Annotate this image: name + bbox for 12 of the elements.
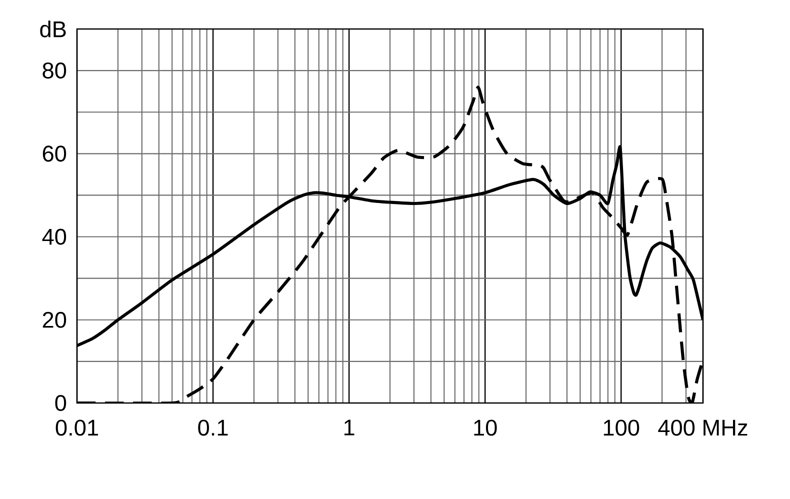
y-tick-label: 40 — [42, 228, 66, 245]
y-tick-label: 60 — [42, 146, 66, 162]
y-tick-label: 20 — [42, 312, 66, 328]
x-tick-label: 10 — [474, 420, 497, 436]
x-tick-label: 0.01 — [56, 420, 98, 436]
x-tick-label: 100 — [604, 420, 640, 436]
y-tick-label: 80 — [42, 62, 66, 79]
x-tick-label: 400 MHz — [658, 420, 748, 436]
y-axis-title: dB — [40, 20, 66, 38]
x-tick-label: 1 — [344, 420, 354, 436]
y-tick-label: 0 — [55, 394, 66, 412]
x-tick-label: 0.1 — [198, 420, 228, 436]
